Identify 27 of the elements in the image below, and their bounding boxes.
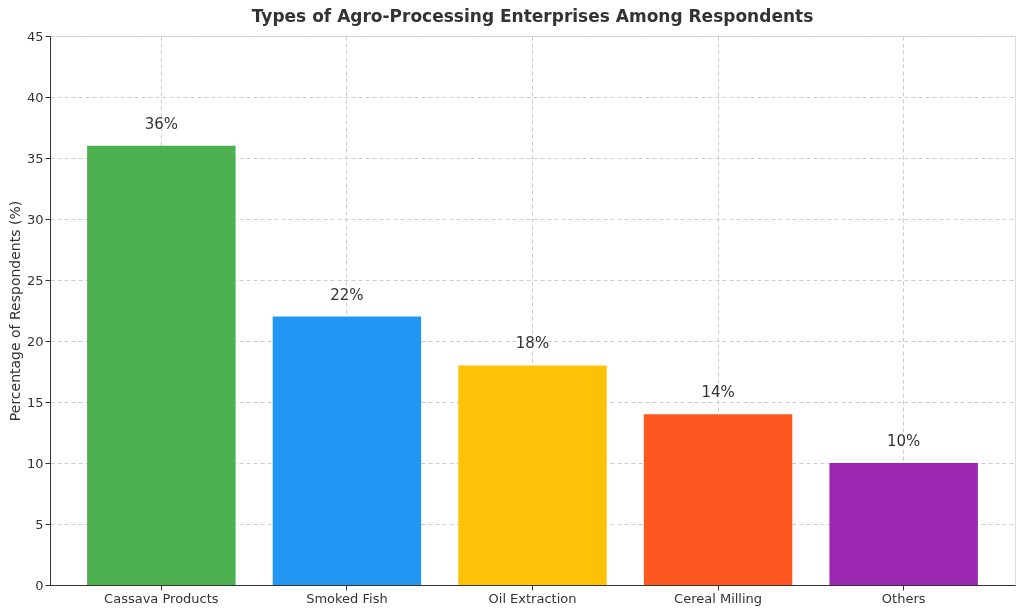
y-tick-label: 10 <box>26 455 44 471</box>
y-tick-label: 25 <box>26 272 44 288</box>
bar <box>643 414 793 585</box>
y-axis-title: Percentage of Respondents (%) <box>6 200 23 422</box>
chart-title: Types of Agro-Processing Enterprises Among Respondents <box>251 6 814 26</box>
data-label: 10% <box>886 432 921 450</box>
bar <box>829 463 978 585</box>
x-tick-label: Others <box>881 590 926 606</box>
data-label: 14% <box>701 383 735 402</box>
data-label: 18% <box>515 334 550 353</box>
data-label: 22% <box>330 285 364 304</box>
data-label: 36% <box>144 114 179 133</box>
y-tick-label: 0 <box>35 577 44 593</box>
y-tick-label: 5 <box>35 516 44 532</box>
y-tick-label: 35 <box>26 150 44 166</box>
bar <box>87 145 236 585</box>
x-tick-label: Smoked Fish <box>306 590 388 606</box>
bar <box>272 316 422 585</box>
x-tick-label: Cassava Products <box>104 590 219 606</box>
x-tick-label: Cereal Milling <box>674 590 763 606</box>
x-tick-label: Oil Extraction <box>488 590 577 606</box>
y-tick-label: 40 <box>26 89 44 105</box>
y-tick-label: 20 <box>26 333 44 349</box>
y-tick-label: 45 <box>26 28 44 44</box>
y-tick-label: 15 <box>26 394 44 410</box>
y-tick-label: 30 <box>26 211 44 227</box>
bar <box>458 365 607 585</box>
